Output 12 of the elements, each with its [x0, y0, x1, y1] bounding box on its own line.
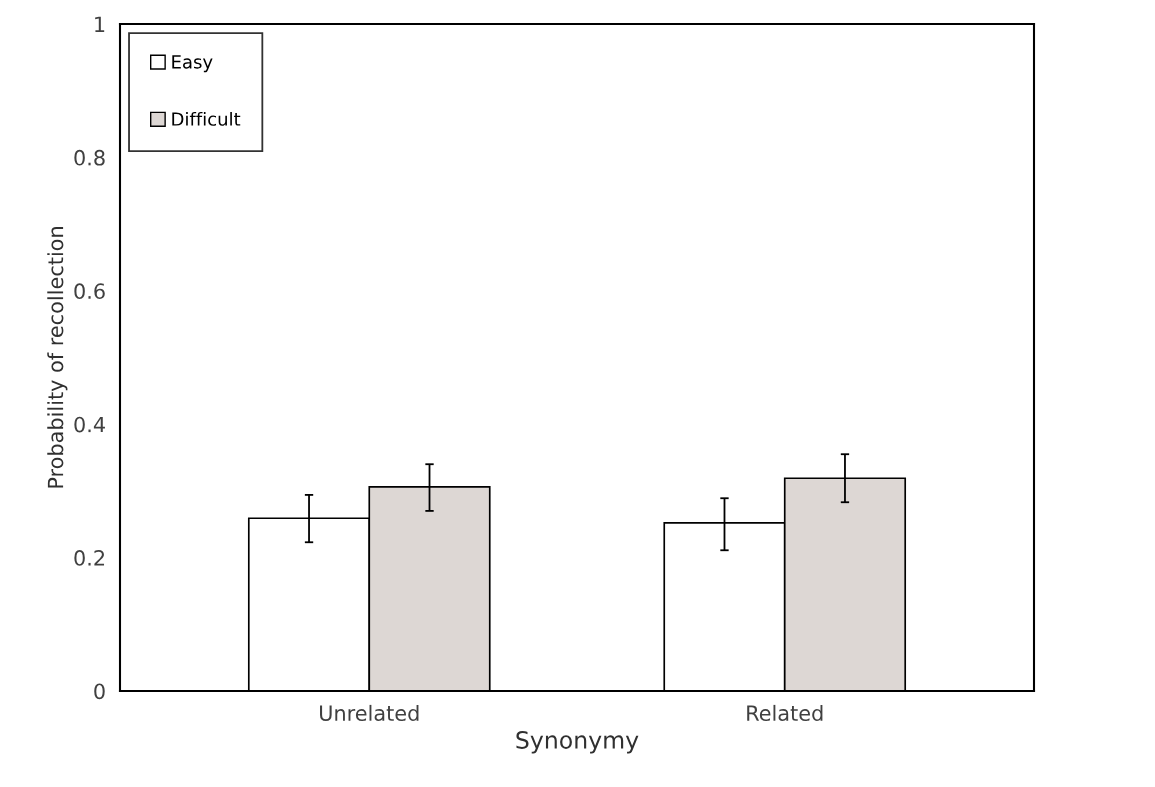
- y-tick-label: 1: [95, 16, 105, 32]
- x-tick-label: Unrelated: [320, 704, 419, 722]
- y-tick-label: 0: [94, 683, 105, 700]
- y-tick-label: 0.4: [74, 416, 105, 433]
- legend-label: Easy: [172, 55, 213, 73]
- y-tick-label: 0.2: [74, 550, 105, 566]
- y-tick-label: 0.6: [74, 283, 105, 300]
- x-tick-label: Related: [747, 704, 823, 722]
- x-axis-title: Synonymy: [516, 731, 639, 754]
- legend-label: Difficult: [172, 111, 241, 126]
- y-axis-title: Probability of recollection: [47, 227, 68, 488]
- y-tick-label: 0.8: [74, 149, 105, 166]
